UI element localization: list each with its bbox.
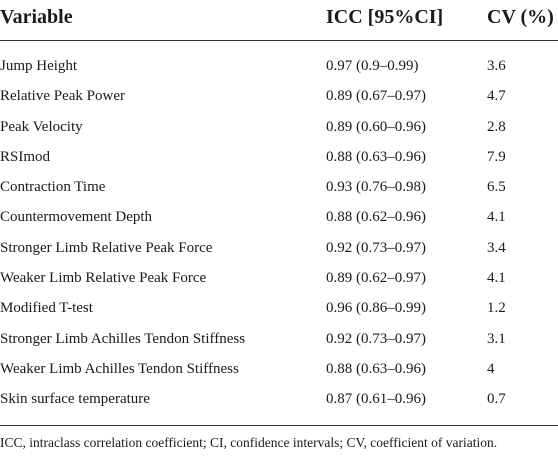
table-row: Peak Velocity 0.89 (0.60–0.96) 2.8 (0, 112, 558, 142)
cv-cell: 4 (487, 360, 495, 377)
cv-cell: 4.1 (487, 270, 506, 287)
table-header: Variable ICC [95%CI] CV (%) (0, 0, 558, 38)
icc-cell: 0.97 (0.9–0.99) (326, 58, 419, 74)
icc-cell: 0.89 (0.67–0.97) (326, 88, 426, 105)
header-icc: ICC [95%CI] (326, 6, 444, 28)
table-row: Jump Height 0.97 (0.9–0.99) 3.6 (0, 51, 558, 81)
table-body: Jump Height 0.97 (0.9–0.99) 3.6 Relative… (0, 51, 558, 415)
variable-cell: Countermovement Depth (0, 209, 153, 226)
icc-cell: 0.89 (0.60–0.96) (326, 118, 426, 135)
cv-cell: 3.4 (487, 239, 506, 256)
icc-cell: 0.96 (0.86–0.99) (326, 300, 426, 317)
variable-cell: Weaker Limb Relative Peak Force (0, 270, 207, 287)
variable-cell: Modified T-test (0, 300, 93, 317)
icc-cell: 0.88 (0.63–0.96) (326, 360, 426, 377)
table-footnote: ICC, intraclass correlation coefficient;… (0, 435, 498, 450)
variable-cell: Contraction Time (0, 179, 106, 196)
variable-cell: Weaker Limb Achilles Tendon Stiffness (0, 360, 239, 377)
header-variable: Variable (0, 6, 73, 28)
header-cv: CV (%) (487, 6, 554, 28)
icc-cell: 0.93 (0.76–0.98) (326, 179, 426, 196)
variable-cell: Jump Height (0, 58, 78, 74)
cv-cell: 6.5 (487, 179, 506, 196)
icc-cell: 0.89 (0.62–0.97) (326, 270, 426, 287)
table-row: Contraction Time 0.93 (0.76–0.98) 6.5 (0, 172, 558, 202)
cv-cell: 3.6 (487, 58, 506, 74)
cv-cell: 2.8 (487, 118, 506, 135)
cv-cell: 3.1 (487, 330, 506, 347)
table-row: Stronger Limb Achilles Tendon Stiffness … (0, 324, 558, 354)
variable-cell: Stronger Limb Achilles Tendon Stiffness (0, 330, 246, 347)
table-row: RSImod 0.88 (0.63–0.96) 7.9 (0, 142, 558, 172)
cv-cell: 4.7 (487, 88, 506, 105)
footer-divider (0, 425, 558, 426)
variable-cell: Relative Peak Power (0, 88, 125, 105)
variable-cell: Stronger Limb Relative Peak Force (0, 239, 213, 256)
icc-cell: 0.92 (0.73–0.97) (326, 239, 426, 256)
table-row: Stronger Limb Relative Peak Force 0.92 (… (0, 233, 558, 263)
icc-cell: 0.92 (0.73–0.97) (326, 330, 426, 347)
icc-cell: 0.88 (0.62–0.96) (326, 209, 426, 226)
cv-cell: 4.1 (487, 209, 506, 226)
table-row: Countermovement Depth 0.88 (0.62–0.96) 4… (0, 202, 558, 232)
cv-cell: 1.2 (487, 300, 506, 317)
variable-cell: Skin surface temperature (0, 391, 150, 408)
table-row: Weaker Limb Achilles Tendon Stiffness 0.… (0, 354, 558, 384)
cv-cell: 0.7 (487, 391, 506, 408)
table-row: Modified T-test 0.96 (0.86–0.99) 1.2 (0, 293, 558, 323)
table-row: Skin surface temperature 0.87 (0.61–0.96… (0, 384, 558, 414)
icc-cell: 0.88 (0.63–0.96) (326, 148, 426, 165)
variable-cell: Peak Velocity (0, 118, 83, 135)
icc-cell: 0.87 (0.61–0.96) (326, 391, 426, 408)
variable-cell: RSImod (0, 148, 51, 165)
header-divider (0, 40, 558, 41)
table-row: Weaker Limb Relative Peak Force 0.89 (0.… (0, 263, 558, 293)
table-row: Relative Peak Power 0.89 (0.67–0.97) 4.7 (0, 81, 558, 111)
cv-cell: 7.9 (487, 148, 506, 165)
